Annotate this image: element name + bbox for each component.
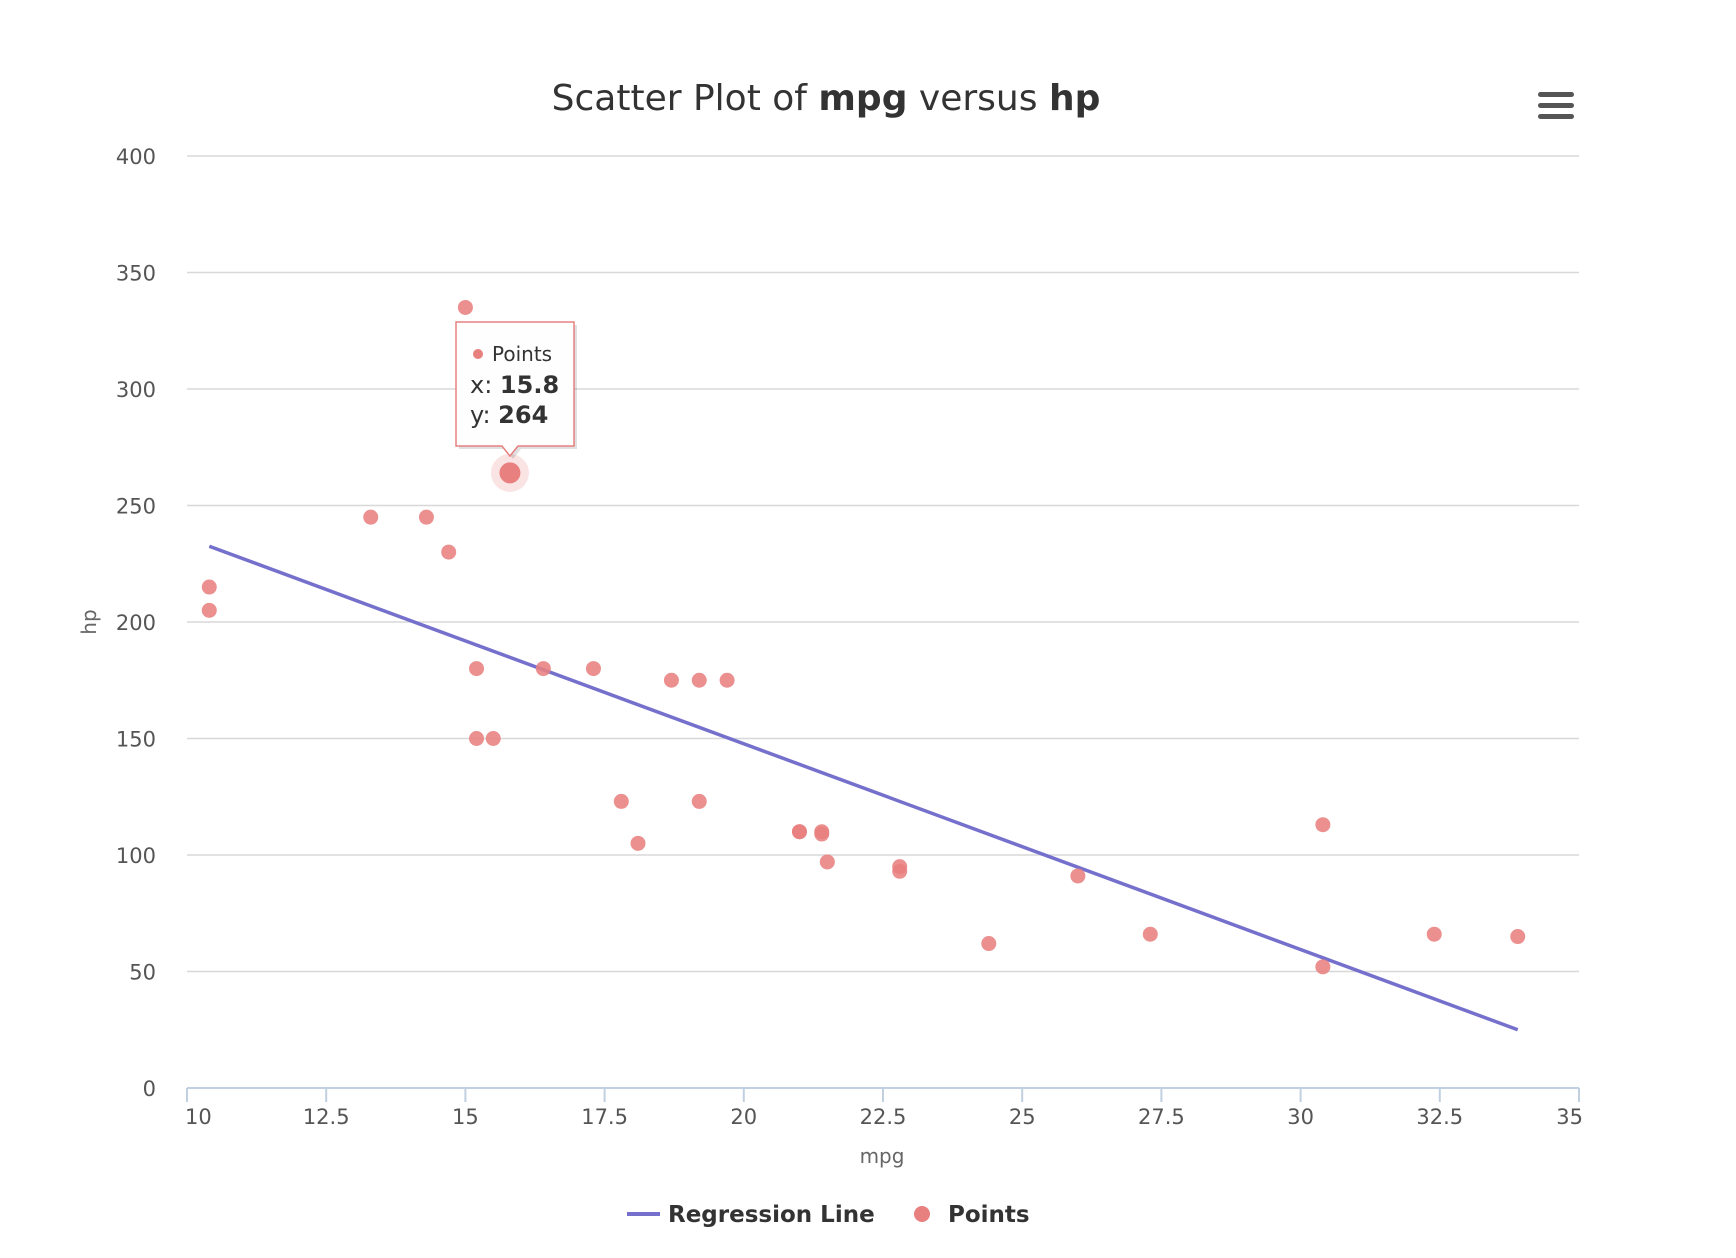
x-tick-label: 15 <box>452 1105 479 1129</box>
scatter-point[interactable] <box>719 672 735 688</box>
hamburger-menu-icon[interactable] <box>1535 90 1579 130</box>
scatter-point[interactable] <box>535 661 551 677</box>
x-tick-label: 20 <box>730 1105 757 1129</box>
title-part-3: versus <box>907 78 1048 119</box>
tooltip-x-label: x: <box>470 371 500 399</box>
y-tick-label: 400 <box>116 145 156 169</box>
scatter-point[interactable] <box>819 854 835 870</box>
scatter-point[interactable] <box>469 731 485 746</box>
tooltip-box <box>455 321 575 458</box>
y-tick-label: 200 <box>116 611 156 635</box>
y-tick-label: 350 <box>116 262 156 286</box>
scatter-point[interactable] <box>418 509 434 525</box>
title-part-2: mpg <box>818 78 907 119</box>
legend: Regression Line Points <box>627 1202 1030 1228</box>
tooltip-series-dot <box>473 349 483 359</box>
title-part-4: hp <box>1049 78 1100 119</box>
x-tick-label: 30 <box>1287 1105 1314 1129</box>
scatter-point[interactable] <box>457 299 473 315</box>
axes: 0 50 100 150 200 250 300 350 400 10 12.5 15 17.5 20 22… <box>116 145 1583 1129</box>
scatter-point[interactable] <box>585 661 601 677</box>
scatter-point[interactable] <box>691 793 707 809</box>
legend-item-regression-line[interactable]: Regression Line <box>627 1202 875 1228</box>
tooltip-x-value: 15.8 <box>500 371 559 399</box>
scatter-point[interactable] <box>1315 959 1331 975</box>
chart-title: Scatter Plot of mpg versus hp <box>552 78 1101 119</box>
scatter-point[interactable] <box>613 793 629 809</box>
scatter-point[interactable] <box>1510 929 1526 945</box>
grid <box>187 155 1579 973</box>
scatter-point[interactable] <box>201 602 217 618</box>
x-tick-label: 27.5 <box>1138 1105 1185 1129</box>
scatter-point[interactable] <box>663 672 679 688</box>
scatter-point[interactable] <box>1315 817 1331 833</box>
tooltip-y-value: 264 <box>498 401 548 429</box>
scatter-point[interactable] <box>1142 926 1158 942</box>
y-tick-label: 300 <box>116 378 156 402</box>
legend-label-regression-line: Regression Line <box>668 1202 875 1228</box>
x-tick-label: 22.5 <box>860 1105 907 1129</box>
tooltip-y-label: y: <box>470 401 498 429</box>
regression-line <box>208 544 1519 1032</box>
x-tick-label: 35 <box>1556 1105 1583 1129</box>
scatter-point[interactable] <box>691 672 707 688</box>
scatter-point[interactable] <box>1070 868 1086 884</box>
legend-dot-swatch <box>914 1206 930 1222</box>
x-axis-label: mpg <box>860 1144 905 1168</box>
x-tick-label: 17.5 <box>581 1105 628 1129</box>
scatter-point[interactable] <box>1426 926 1442 942</box>
scatter-point[interactable] <box>485 731 501 746</box>
y-axis-label: hp <box>77 609 101 634</box>
x-tick-label: 10 <box>185 1105 212 1129</box>
scatter-point[interactable] <box>791 824 807 840</box>
tooltip-y-line: y: 264 <box>470 401 548 429</box>
series <box>201 299 1526 1032</box>
scatter-point[interactable] <box>441 544 457 560</box>
scatter-point[interactable] <box>630 835 646 851</box>
tooltip-series-name: Points <box>492 342 552 366</box>
x-tick-label: 32.5 <box>1416 1105 1463 1129</box>
y-tick-label: 150 <box>116 728 156 752</box>
scatter-point[interactable] <box>981 936 997 952</box>
y-tick-label: 100 <box>116 844 156 868</box>
scatter-point[interactable] <box>201 579 217 595</box>
scatter-point[interactable] <box>363 509 379 525</box>
y-tick-label: 50 <box>129 961 156 985</box>
legend-item-points[interactable]: Points <box>914 1202 1030 1228</box>
y-tick-label: 250 <box>116 495 156 519</box>
title-part-1: Scatter Plot of <box>552 78 819 119</box>
x-tick-label: 12.5 <box>303 1105 350 1129</box>
x-tick-label: 25 <box>1009 1105 1036 1129</box>
scatter-point[interactable] <box>814 826 830 842</box>
y-tick-label: 0 <box>143 1077 156 1101</box>
tooltip: Points x: 15.8y: 264 <box>455 321 577 492</box>
legend-label-points: Points <box>948 1202 1030 1228</box>
scatter-point[interactable] <box>469 661 485 677</box>
tooltip-x-line: x: 15.8 <box>470 371 559 399</box>
scatter-point[interactable] <box>892 859 908 875</box>
hovered-point[interactable] <box>499 462 521 484</box>
